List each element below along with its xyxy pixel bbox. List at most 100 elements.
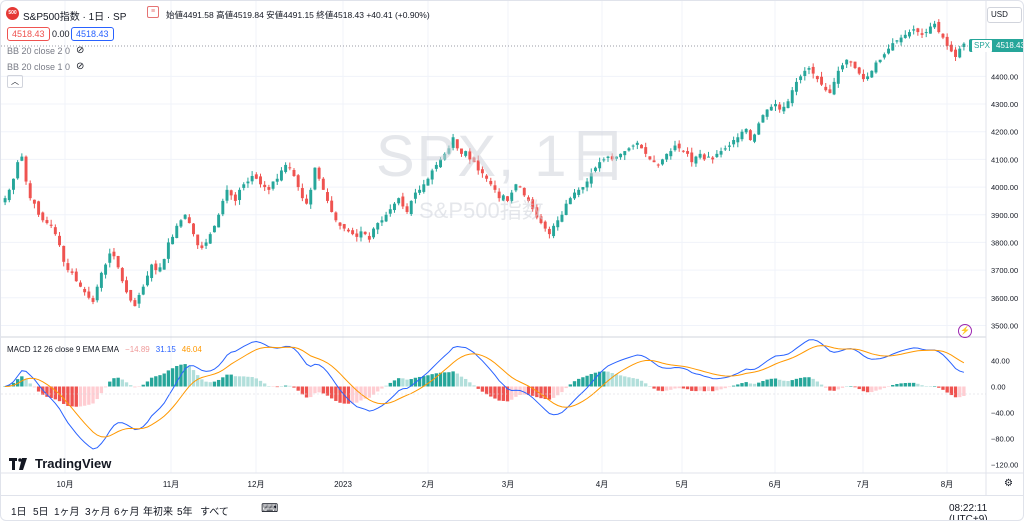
macd-histogram-bar <box>681 386 686 389</box>
candle-body <box>141 286 145 295</box>
macd-histogram-bar <box>882 386 887 389</box>
indicator-bb1[interactable]: BB 20 close 1 0 ⊘ <box>7 61 84 72</box>
clock[interactable]: 08:22:11 (UTC+9) <box>949 503 988 521</box>
macd-histogram-bar <box>840 386 845 388</box>
macd-histogram-bar <box>296 386 300 391</box>
collapse-legend-button[interactable]: ︿ <box>7 75 23 88</box>
macd-histogram-bar <box>568 384 573 387</box>
candle-body <box>677 143 681 149</box>
price-tick-label: 3900.00 <box>991 211 1018 220</box>
candle-body <box>501 195 505 201</box>
tradingview-logo[interactable]: TradingView <box>9 456 111 471</box>
tf-1d[interactable]: 1日 <box>11 507 27 518</box>
time-tick-label: 4月 <box>596 480 608 489</box>
minimize-legend-icon[interactable]: ≡ <box>147 6 159 18</box>
candle-body <box>183 214 187 219</box>
gear-icon[interactable]: ⚙ <box>1004 478 1013 489</box>
macd-histogram-bar <box>133 386 137 388</box>
candle-body <box>522 187 526 196</box>
candle-body <box>330 200 334 212</box>
candle-body <box>870 70 874 78</box>
candle-body <box>300 188 304 199</box>
macd-histogram-bar <box>526 386 531 395</box>
buy-price-button[interactable]: 4518.43 <box>71 27 114 41</box>
candle-body <box>573 192 576 199</box>
candle-body <box>593 167 597 172</box>
candle-body <box>426 178 430 186</box>
macd-tick-label: −80.00 <box>991 435 1014 444</box>
currency-selector[interactable]: USD <box>987 7 1022 23</box>
tf-5d[interactable]: 5日 <box>33 507 49 518</box>
macd-histogram-bar <box>706 386 711 392</box>
macd-histogram-bar <box>124 382 129 387</box>
candle-body <box>116 255 120 268</box>
macd-axis: 40.00 0.00 −40.00 −80.00 −120.00 <box>991 357 1018 470</box>
tf-5y[interactable]: 5年 <box>177 507 193 518</box>
macd-histogram-bar <box>585 375 589 387</box>
macd-histogram-bar <box>24 378 28 387</box>
candle-body <box>774 104 777 107</box>
candle-body <box>229 190 233 196</box>
macd-histogram-bar <box>765 379 769 387</box>
macd-histogram-bar <box>564 386 568 389</box>
tf-all[interactable]: すべて <box>200 507 229 518</box>
candle-body <box>384 214 388 222</box>
candle-body <box>669 151 673 157</box>
candle-body <box>32 199 36 204</box>
macd-histogram-bar <box>832 386 836 391</box>
macd-legend[interactable]: MACD 12 26 close 9 EMA EMA −14.89 31.15 … <box>7 345 202 354</box>
price-axis: 4400.00 4300.00 4200.00 4100.00 4000.00 3900.… <box>991 72 1018 330</box>
macd-histogram-bar <box>945 386 949 393</box>
candle-body <box>271 181 275 189</box>
macd-histogram-bar <box>401 378 405 387</box>
price-tag: SPX 4518.43 <box>969 39 1023 52</box>
eye-hidden-icon[interactable]: ⊘ <box>76 61 85 72</box>
candle-body <box>187 217 191 224</box>
candle-body <box>602 159 606 161</box>
tf-6m[interactable]: 6ヶ月 <box>114 507 140 518</box>
candle-body <box>702 154 706 160</box>
calendar-icon[interactable]: ⌨ <box>261 501 279 515</box>
chart-canvas[interactable]: 4400.00 4300.00 4200.00 4100.00 4000.00 3900.… <box>1 1 1023 495</box>
candle-body <box>12 178 15 190</box>
candle-body <box>614 156 618 159</box>
symbol-watermark: SPX, 1日 <box>376 124 629 189</box>
candle-body <box>711 157 715 160</box>
macd-histogram-bar <box>66 386 70 406</box>
macd-histogram-bar <box>715 386 719 391</box>
candle-body <box>506 196 509 201</box>
macd-histogram-bar <box>664 386 669 391</box>
symbol-logo-icon[interactable]: 500 <box>6 7 19 20</box>
macd-histogram-bar <box>644 383 648 387</box>
lightning-icon[interactable]: ⚡ <box>958 324 972 338</box>
macd-histogram-bar <box>70 386 74 407</box>
macd-histogram-bar <box>773 378 778 387</box>
symbol-title[interactable]: S&P500指数 · 1日 · SP <box>23 12 127 23</box>
candle-body <box>16 162 20 179</box>
eye-hidden-icon[interactable]: ⊘ <box>76 45 85 56</box>
macd-histogram-bar <box>480 386 485 392</box>
macd-histogram-bar <box>501 386 506 401</box>
candle-body <box>610 156 614 160</box>
tf-1m[interactable]: 1ヶ月 <box>54 507 80 518</box>
candle-body <box>543 221 547 229</box>
candle-body <box>715 153 719 157</box>
macd-histogram-bar <box>392 380 397 387</box>
tf-ytd[interactable]: 年初来 <box>143 507 173 518</box>
macd-histogram-bar <box>283 385 288 387</box>
candle-body <box>648 156 652 160</box>
time-tick-label: 11月 <box>163 480 179 489</box>
candle-body <box>7 189 11 201</box>
indicator-bb2[interactable]: BB 20 close 2 0 ⊘ <box>7 45 84 56</box>
macd-histogram-bar <box>932 386 937 387</box>
candle-body <box>673 145 677 151</box>
candle-body <box>878 59 882 63</box>
macd-histogram-bar <box>145 381 150 387</box>
candle-body <box>824 86 828 91</box>
macd-histogram-bar <box>551 386 556 398</box>
candle-body <box>769 106 773 111</box>
sell-price-button[interactable]: 4518.43 <box>7 27 50 41</box>
tf-3m[interactable]: 3ヶ月 <box>85 507 111 518</box>
candle-body <box>393 203 396 211</box>
